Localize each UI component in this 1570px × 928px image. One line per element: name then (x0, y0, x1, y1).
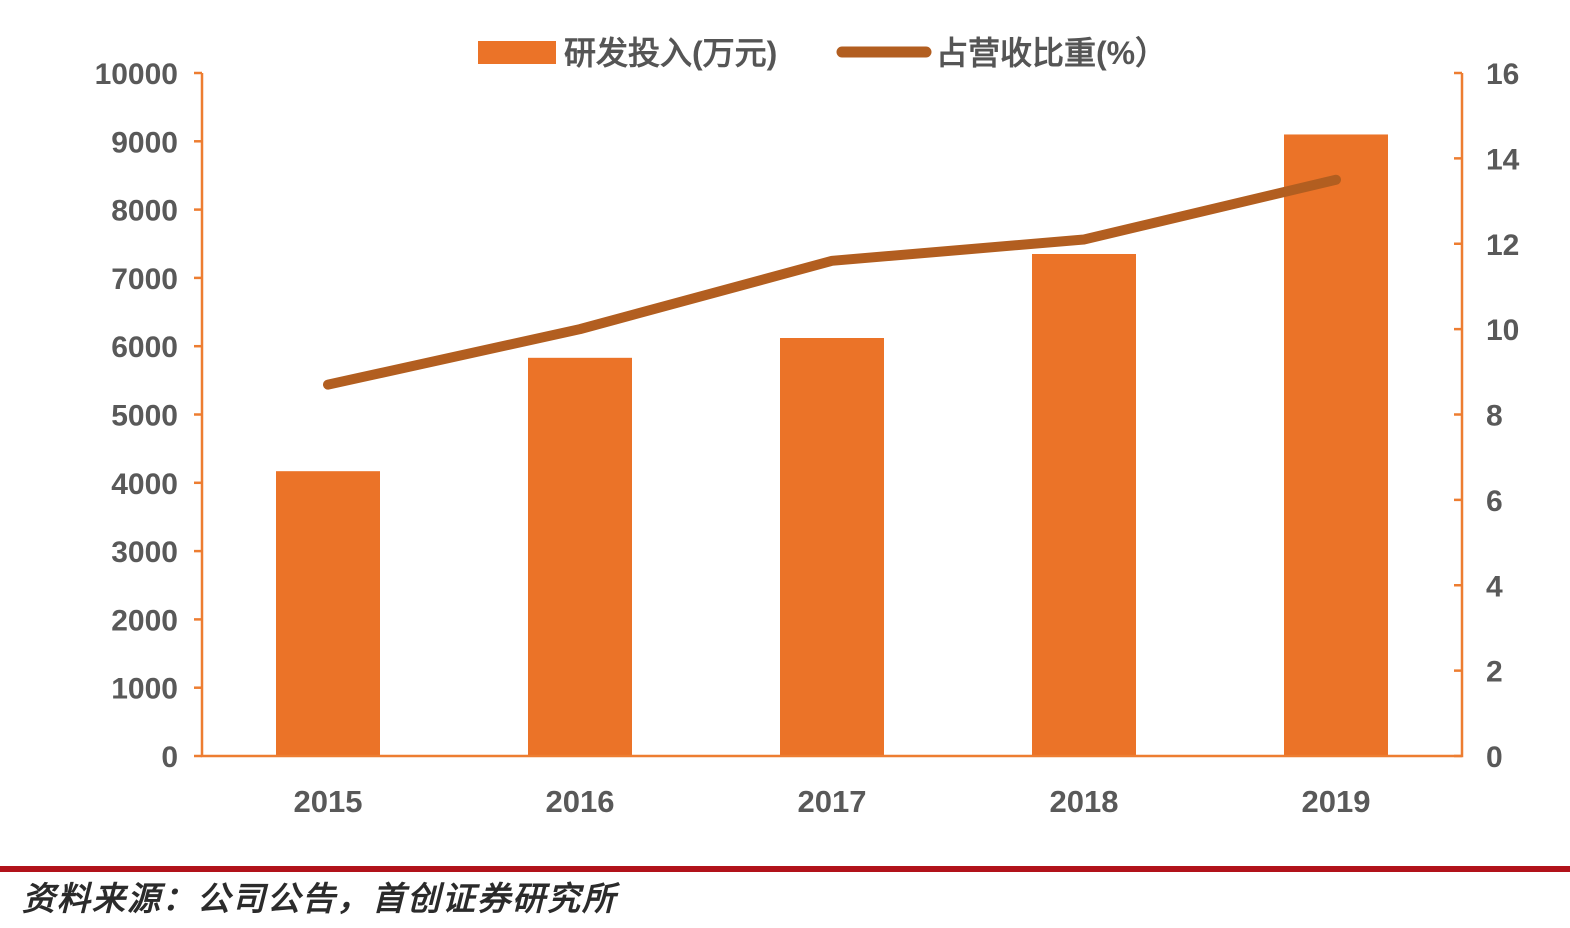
left-axis-label: 5000 (111, 400, 178, 433)
x-axis-label-2017: 2017 (798, 784, 867, 819)
bar-2015 (276, 471, 380, 756)
source-note: 资料来源：公司公告，首创证券研究所 (22, 882, 617, 918)
ratio-line (323, 174, 1341, 390)
x-axis-label-2019: 2019 (1302, 784, 1371, 819)
right-axis-label: 2 (1486, 656, 1503, 689)
left-axis-label: 0 (161, 741, 178, 774)
right-axis-label: 10 (1486, 314, 1519, 347)
left-axis-label: 9000 (111, 126, 178, 159)
left-axis-label: 10000 (95, 58, 178, 91)
left-axis-label: 6000 (111, 331, 178, 364)
combo-chart: 0100020003000400050006000700080009000100… (95, 35, 1520, 819)
left-axis-label: 3000 (111, 536, 178, 569)
right-axis-label: 0 (1486, 741, 1503, 774)
right-axis-label: 8 (1486, 400, 1503, 433)
legend-label-line: 占营收比重(%） (936, 35, 1167, 71)
left-axis-label: 8000 (111, 195, 178, 228)
bar-2019 (1284, 134, 1388, 757)
right-axis-label: 4 (1486, 570, 1503, 603)
left-axis-label: 4000 (111, 468, 178, 501)
x-axis-label-2015: 2015 (294, 784, 363, 819)
left-axis-label: 7000 (111, 263, 178, 296)
x-axis-label-2016: 2016 (546, 784, 615, 819)
bar-2018 (1032, 253, 1136, 756)
right-axis-label: 14 (1486, 143, 1520, 176)
left-axis-label: 1000 (111, 673, 178, 706)
left-axis-label: 2000 (111, 604, 178, 637)
legend-bar-swatch (478, 41, 556, 64)
right-axis-label: 12 (1486, 229, 1519, 262)
source-divider-rule (0, 866, 1570, 872)
bar-2016 (528, 357, 632, 756)
legend-label-bar: 研发投入(万元) (564, 35, 777, 71)
x-axis-label-2018: 2018 (1050, 784, 1119, 819)
bar-2017 (780, 338, 884, 756)
right-axis-label: 16 (1486, 58, 1519, 91)
right-axis-label: 6 (1486, 485, 1503, 518)
